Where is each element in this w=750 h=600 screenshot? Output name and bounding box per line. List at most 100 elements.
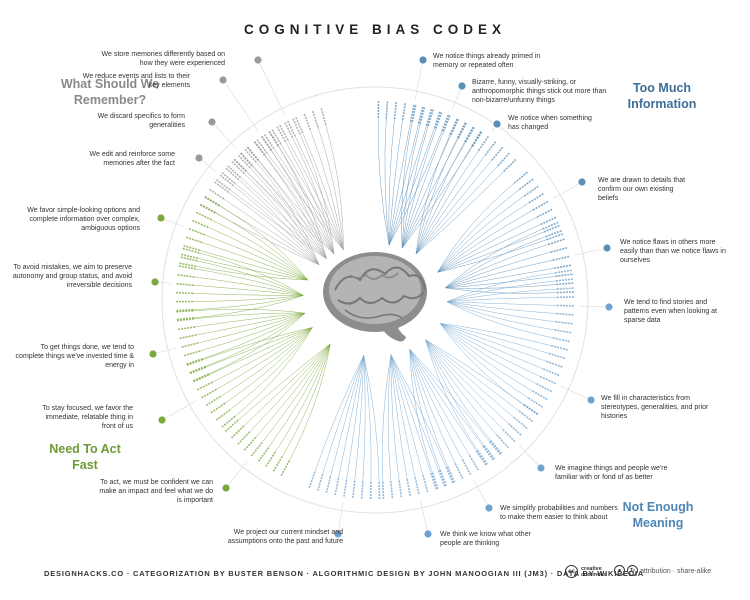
branch-line [440, 323, 552, 346]
bias-label-mark [178, 334, 197, 340]
branch-line [212, 327, 313, 383]
branch-line [440, 323, 544, 370]
bias-label-mark [414, 477, 420, 496]
bias-label-mark [556, 291, 575, 294]
branch-line [325, 124, 344, 250]
license-icons: ● ↻ [614, 565, 638, 576]
branch-line [409, 348, 477, 452]
branch-line [409, 349, 463, 460]
bias-label-mark [556, 282, 575, 286]
bias-label-mark [401, 102, 407, 121]
branch-line [287, 140, 344, 250]
category-label: To act, we must be confident we can make… [99, 479, 213, 504]
bias-label-mark [475, 450, 488, 467]
bias-label-mark [243, 436, 257, 452]
bias-label-mark [527, 397, 544, 409]
category-dot [149, 350, 157, 358]
branch-line [202, 327, 313, 360]
bias-label-mark [278, 123, 289, 141]
bias-label-mark [283, 121, 294, 139]
branch-line [199, 250, 308, 281]
branch-line [390, 354, 416, 478]
branch-line [425, 339, 525, 405]
bias-label-mark [546, 360, 564, 369]
branch-line [233, 185, 320, 265]
branch-line [425, 339, 515, 418]
branch-line [446, 288, 557, 302]
category-dot [419, 56, 427, 64]
branch-line [390, 354, 424, 476]
bias-label-mark [180, 342, 199, 349]
category-label: We notice when something has changed [508, 115, 592, 131]
branch-line [246, 171, 335, 255]
branch-line [415, 137, 458, 255]
bias-label-mark [257, 447, 270, 463]
branch-line [401, 142, 466, 249]
branch-line [258, 160, 327, 259]
category-dot [603, 244, 611, 252]
bias-label-mark [484, 140, 497, 156]
branch-line [387, 354, 392, 482]
branch-line [322, 355, 365, 475]
branch-line [238, 343, 331, 421]
bias-label-mark [539, 375, 557, 385]
bias-label-mark [196, 381, 213, 391]
bias-label-mark [556, 304, 575, 307]
branch-line [280, 144, 344, 250]
branch-line [215, 212, 308, 281]
branch-line [205, 312, 306, 367]
bias-label-mark [360, 481, 364, 500]
bias-label-mark [419, 106, 426, 124]
branch-line [384, 118, 390, 246]
branch-line [285, 141, 335, 254]
branch-line [264, 155, 327, 259]
branch-line [198, 312, 306, 344]
bias-label-mark [477, 449, 489, 466]
bias-label-mark [545, 229, 563, 238]
bias-label-mark [382, 481, 385, 500]
bias-label-mark [195, 211, 212, 221]
bias-label-mark [523, 403, 540, 416]
bias-label-mark [243, 148, 257, 163]
bias-label-mark [176, 318, 195, 322]
bias-label-mark [175, 291, 194, 295]
bias-label-mark [177, 265, 196, 270]
branch-line [390, 354, 400, 481]
category-dot [254, 56, 262, 64]
bias-label-mark [182, 244, 201, 252]
category-dot [424, 530, 432, 538]
branch-line [249, 167, 320, 265]
category-label: We are drawn to details that confirm our… [598, 177, 686, 202]
quadrant-information-label: Too Much Information [627, 81, 697, 111]
bias-label-mark [532, 200, 550, 211]
branch-line [193, 312, 306, 320]
category-dot [334, 530, 342, 538]
branch-line [390, 354, 432, 474]
branch-line [252, 165, 335, 255]
bias-label-mark [454, 463, 464, 480]
branch-line [388, 125, 427, 246]
branch-line [268, 343, 331, 448]
branch-line [200, 312, 306, 352]
bias-label-mark [178, 262, 197, 268]
bias-label-mark [456, 121, 467, 139]
bias-label-mark [442, 114, 452, 132]
branch-line [445, 251, 551, 289]
category-dot [195, 154, 203, 162]
branch-line [440, 323, 549, 354]
branch-line [437, 239, 547, 273]
bias-label-mark [203, 195, 220, 207]
category-label: We notice things already primed in memor… [433, 53, 541, 69]
branch-line [445, 287, 557, 294]
branch-line [415, 134, 451, 255]
category-dot [587, 396, 595, 404]
category-connector [552, 181, 583, 199]
bias-label-mark [528, 192, 545, 204]
branch-line [246, 171, 327, 259]
category-dot [158, 416, 166, 424]
category-dot [458, 82, 466, 90]
branch-line [401, 131, 444, 249]
bias-label-mark [411, 104, 417, 123]
bias-label-mark [182, 350, 201, 357]
branch-line [409, 349, 433, 473]
